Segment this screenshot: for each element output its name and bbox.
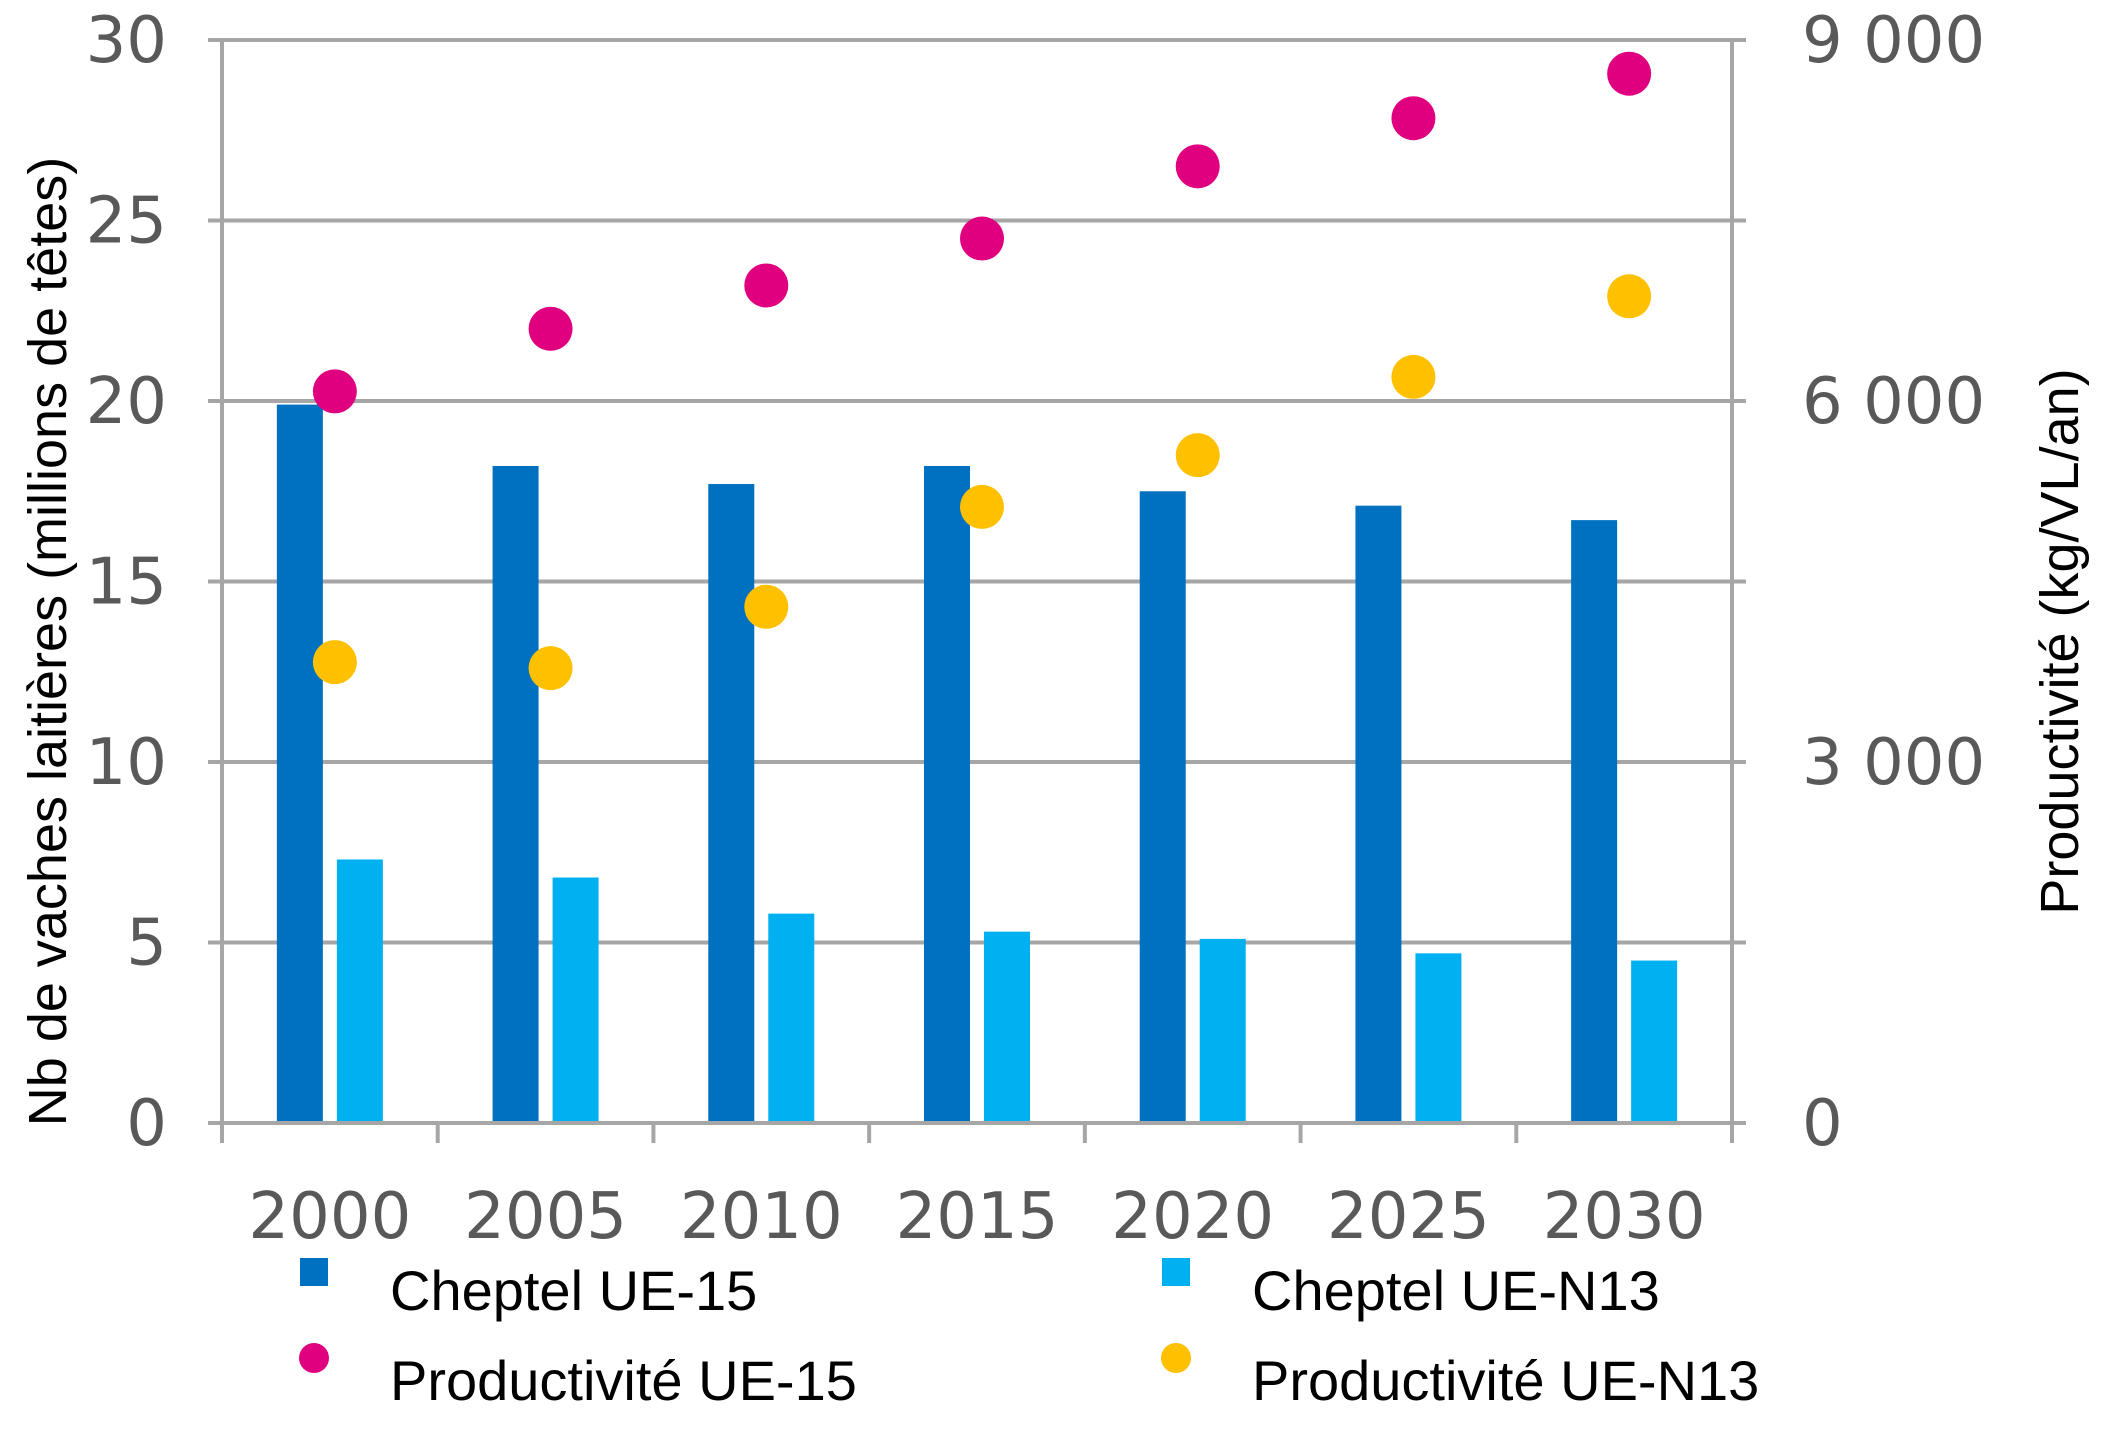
bar xyxy=(336,859,383,1123)
data-point xyxy=(960,484,1004,529)
bar xyxy=(1199,938,1246,1123)
bar xyxy=(1631,960,1678,1123)
legend-label: Productivité UE-15 xyxy=(390,1349,857,1412)
bar xyxy=(552,877,599,1123)
x-tick-label: 2030 xyxy=(1543,1180,1706,1254)
y-right-tick-label: 9 000 xyxy=(1802,4,1985,78)
bar xyxy=(768,913,815,1123)
y-left-tick-label: 0 xyxy=(126,1087,167,1161)
scatter-series xyxy=(312,51,1652,691)
legend-swatch xyxy=(1162,1258,1190,1286)
data-point xyxy=(312,369,357,414)
y-left-tick-label: 10 xyxy=(86,726,167,800)
x-tick-label: 2010 xyxy=(680,1180,843,1254)
bar xyxy=(276,404,323,1123)
legend-label: Productivité UE-N13 xyxy=(1252,1349,1759,1412)
legend-label: Cheptel UE-N13 xyxy=(1252,1259,1660,1322)
x-tick-label: 2020 xyxy=(1111,1180,1274,1254)
y-left-tick-label: 30 xyxy=(86,4,167,78)
y-left-tick-label: 20 xyxy=(86,365,167,439)
data-point xyxy=(1607,274,1652,319)
data-point xyxy=(960,216,1004,261)
bar-series xyxy=(276,404,1678,1124)
bar xyxy=(1139,491,1186,1123)
data-point xyxy=(1391,96,1436,141)
bar xyxy=(492,465,539,1124)
data-point xyxy=(744,584,789,629)
y-right-tick-label: 3 000 xyxy=(1802,726,1985,800)
data-point xyxy=(1607,51,1652,96)
data-point xyxy=(528,306,573,351)
y-axis-left-title: Nb de vaches laitières (millions de tête… xyxy=(18,157,78,1126)
data-point xyxy=(744,263,789,308)
legend-label: Cheptel UE-15 xyxy=(390,1259,757,1322)
x-tick-label: 2005 xyxy=(464,1180,627,1254)
y-axis-right-title: Productivité (kg/VL/an) xyxy=(2030,368,2090,914)
y-left-tick-label: 25 xyxy=(86,185,167,259)
bar xyxy=(984,931,1030,1123)
y-left-tick-label: 5 xyxy=(126,907,167,981)
legend-swatch xyxy=(299,1343,329,1373)
legend-swatch xyxy=(300,1258,328,1286)
legend: Cheptel UE-15 Cheptel UE-N13 Productivité … xyxy=(299,1258,1759,1412)
bar xyxy=(708,484,755,1123)
data-point xyxy=(1391,354,1436,399)
bar xyxy=(1355,505,1402,1123)
y-right-tick-label: 6 000 xyxy=(1802,365,1985,439)
data-point xyxy=(312,640,357,685)
x-tick-label: 2000 xyxy=(248,1180,411,1254)
y-right-tick-label: 0 xyxy=(1802,1087,1843,1161)
data-point xyxy=(1175,433,1220,478)
legend-swatch xyxy=(1161,1343,1191,1373)
bar xyxy=(1571,520,1618,1123)
y-left-tick-label: 15 xyxy=(86,546,167,620)
data-point xyxy=(1175,144,1220,189)
data-point xyxy=(528,646,573,691)
x-tick-label: 2015 xyxy=(896,1180,1059,1254)
bar xyxy=(924,465,970,1124)
x-tick-label: 2025 xyxy=(1327,1180,1490,1254)
axes xyxy=(208,40,1746,1143)
bar xyxy=(1415,953,1462,1123)
